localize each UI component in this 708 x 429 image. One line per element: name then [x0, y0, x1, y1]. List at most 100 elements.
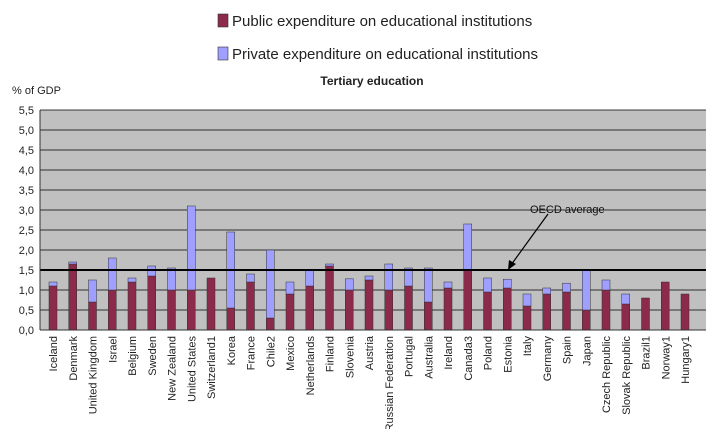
bar-private	[305, 269, 314, 287]
bar-private	[542, 287, 551, 295]
legend-label-public: Public expenditure on educational instit…	[232, 13, 532, 30]
bar-private	[48, 281, 58, 287]
bar-public	[463, 269, 472, 331]
x-tick-label: Ireland	[443, 336, 455, 370]
chart-title: Tertiary education	[320, 74, 423, 88]
bar-public	[68, 263, 77, 331]
x-tick-label: Korea	[226, 335, 238, 365]
x-tick-label: Czech Republic	[601, 336, 613, 414]
bar-private	[88, 279, 97, 303]
bar-public	[641, 297, 650, 331]
x-tick-label: Israel	[107, 336, 119, 363]
x-tick-label: Estonia	[502, 335, 514, 373]
x-tick-label: Mexico	[285, 336, 297, 371]
bar-public	[206, 277, 216, 331]
bar-public	[167, 289, 176, 331]
bar-private	[404, 267, 413, 287]
y-axis-label: % of GDP	[12, 85, 61, 97]
bars	[48, 205, 690, 331]
x-tick-label: France	[246, 336, 258, 370]
bar-public	[601, 289, 611, 331]
bar-public	[621, 303, 630, 331]
bar-public	[226, 307, 235, 331]
bar-public	[582, 309, 591, 331]
bar-public	[266, 317, 275, 331]
x-tick-label: Finland	[325, 336, 337, 372]
x-tick-label: Slovak Republic	[621, 336, 633, 415]
x-tick-label: Canada3	[463, 336, 475, 381]
bar-private	[108, 257, 117, 291]
bar-public	[187, 289, 196, 331]
bar-public	[424, 301, 433, 331]
bar-public	[345, 289, 354, 331]
y-tick-label: 5,5	[19, 105, 34, 117]
x-axis-categories: Iceland Denmark United Kingdom Israel Belgiu…	[48, 335, 692, 429]
bar-public	[48, 285, 58, 331]
y-tick-label: 1,0	[19, 285, 34, 297]
x-tick-label: Germany	[542, 336, 554, 382]
x-tick-label: Norway1	[660, 336, 672, 379]
y-tick-label: 3,0	[19, 205, 34, 217]
bar-private	[483, 277, 492, 293]
bar-public	[680, 293, 690, 331]
x-tick-label: New Zealand	[167, 336, 179, 401]
bar-private	[582, 269, 591, 311]
y-tick-label: 0,0	[19, 325, 34, 337]
bar-private	[345, 278, 354, 291]
bar-public	[562, 291, 571, 331]
bar-public	[285, 293, 295, 331]
x-tick-label: United States	[186, 336, 198, 403]
x-tick-label: Portugal	[404, 336, 416, 377]
y-tick-label: 3,5	[19, 185, 34, 197]
y-tick-label: 0,5	[19, 305, 34, 317]
bar-private	[443, 281, 453, 289]
bar-private	[167, 267, 176, 291]
oecd-average-arrow	[510, 213, 549, 266]
x-tick-label: Iceland	[48, 336, 60, 371]
bar-public	[364, 279, 374, 331]
bar-private	[562, 282, 571, 293]
bar-private	[463, 223, 472, 271]
x-tick-label: Spain	[562, 336, 574, 364]
bar-private	[621, 293, 630, 305]
legend-swatch-public	[217, 13, 229, 28]
x-tick-label: Belgium	[127, 336, 139, 376]
x-tick-label: Switzerland1	[206, 336, 218, 399]
bar-private	[384, 263, 393, 291]
x-tick-label: United Kingdom	[88, 336, 100, 414]
y-tick-label: 4,0	[19, 165, 34, 177]
x-tick-label: Japan	[581, 336, 593, 366]
y-tick-label: 1,5	[19, 265, 34, 277]
bar-public	[522, 305, 532, 331]
bar-public	[404, 285, 413, 331]
bar-private	[246, 273, 255, 283]
x-tick-label: Brazil1	[641, 336, 653, 370]
legend-swatch-private	[217, 46, 229, 61]
y-tick-label: 2,5	[19, 225, 34, 237]
x-tick-label: Austria	[364, 335, 376, 370]
bar-private	[187, 205, 196, 291]
bar-private	[364, 275, 374, 281]
x-tick-label: Denmark	[68, 336, 80, 381]
bar-public	[483, 291, 492, 331]
y-axis-ticks: 0,0 0,5 1,0 1,5 2,0 2,5 3,0 3,5 4,0 4,5 5,0 5,5	[19, 105, 34, 337]
x-tick-label: Sweden	[147, 336, 159, 376]
bar-public	[88, 301, 97, 331]
bar-private	[325, 263, 334, 267]
bar-private	[68, 261, 77, 265]
x-tick-label: Slovenia	[344, 335, 356, 378]
x-tick-label: Poland	[483, 336, 495, 370]
oecd-average-line-group: OECD average	[40, 204, 706, 271]
x-tick-label: Hungary1	[680, 336, 692, 384]
legend: Public expenditure on educational instit…	[217, 13, 538, 63]
bar-private	[266, 249, 275, 319]
x-tick-label: Italy	[522, 336, 534, 357]
y-tick-label: 2,0	[19, 245, 34, 257]
bar-public	[443, 287, 453, 331]
bar-public	[127, 281, 137, 331]
x-tick-label: Russian Federation	[384, 336, 396, 429]
bar-public	[246, 281, 255, 331]
x-tick-label: Australia	[423, 335, 435, 379]
bar-private	[127, 277, 137, 283]
